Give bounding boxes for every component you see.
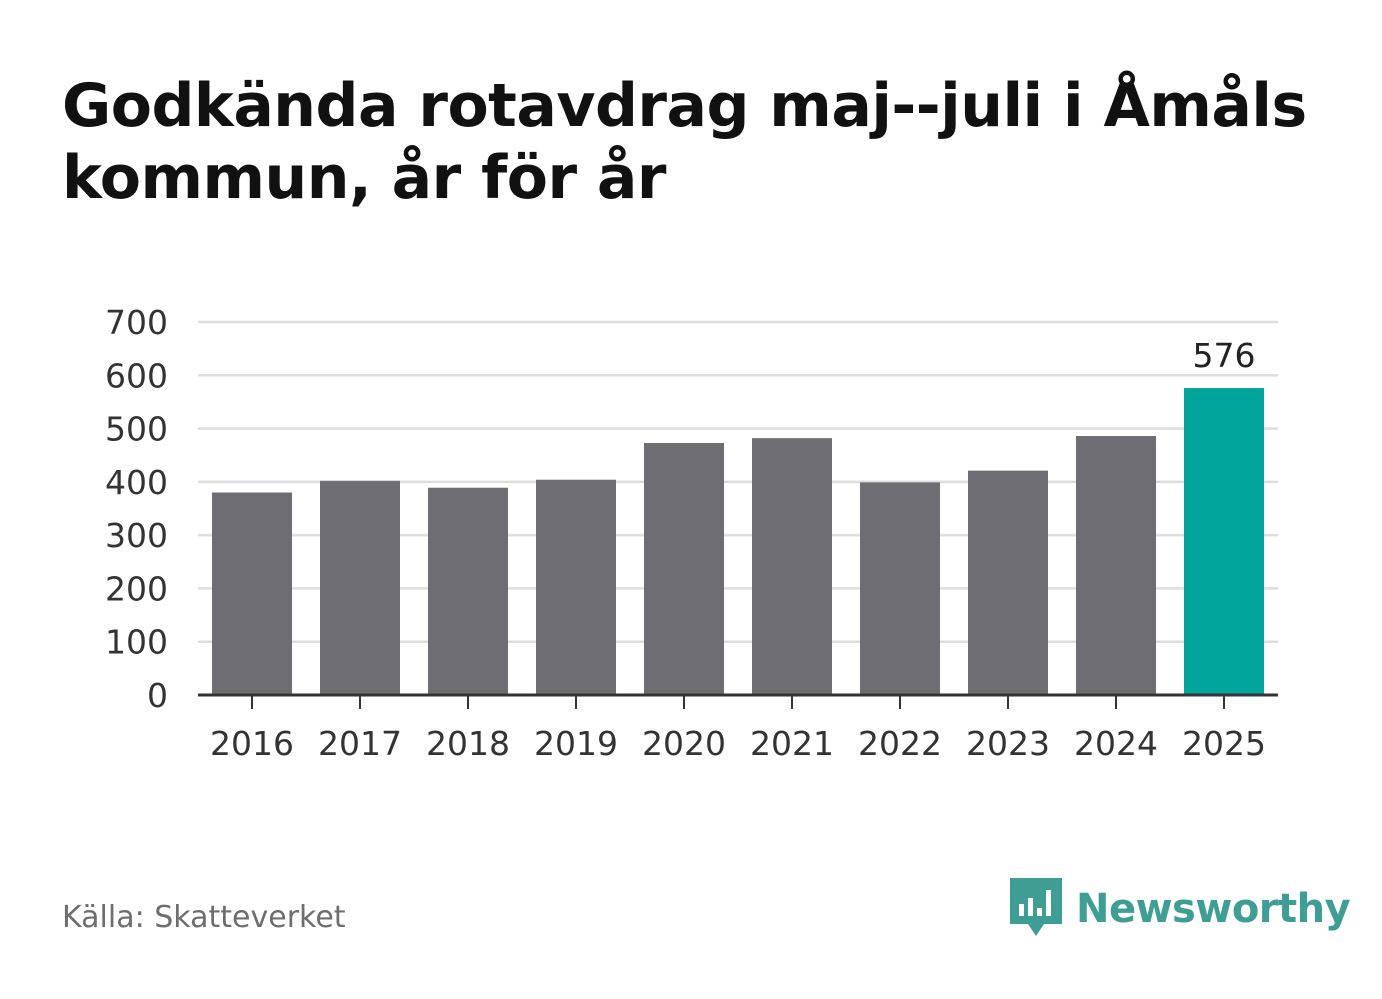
y-tick-label: 400	[105, 463, 168, 502]
bar-2020	[644, 442, 724, 695]
brand-name: Newsworthy	[1076, 886, 1351, 932]
y-tick-label: 600	[105, 356, 168, 395]
x-tick-label: 2021	[750, 724, 834, 763]
x-tick-label: 2022	[858, 724, 942, 763]
bar-2017	[320, 480, 400, 695]
bar-2019	[536, 479, 616, 695]
bar-2023	[968, 470, 1048, 695]
x-tick-label: 2025	[1182, 724, 1266, 763]
y-tick-label: 300	[105, 516, 168, 555]
y-tick-label: 700	[105, 303, 168, 342]
x-tick-label: 2016	[210, 724, 294, 763]
bars	[212, 388, 1264, 695]
data-labels: 576	[1193, 336, 1256, 375]
source-note: Källa: Skatteverket	[62, 900, 346, 935]
bar-2024	[1076, 436, 1156, 695]
x-tick-label: 2019	[534, 724, 618, 763]
bar-2025	[1184, 388, 1264, 695]
x-tick-label: 2023	[966, 724, 1050, 763]
x-axis: 2016 2017 2018 2019 2020 2021 2022 2023 2024 2025	[198, 693, 1278, 763]
bar-chart-speech-bubble-icon	[1010, 878, 1062, 936]
bar-2016	[212, 492, 292, 695]
bar-2022	[860, 482, 940, 695]
bar-2021	[752, 438, 832, 695]
y-axis-ticks: 0 100 200 300 400 500 600 700	[105, 303, 168, 715]
y-tick-label: 500	[105, 410, 168, 449]
brand-logo: Newsworthy	[1010, 878, 1351, 940]
chart-title: Godkända rotavdrag maj--juli i Åmåls kom…	[62, 71, 1307, 213]
x-tick-label: 2017	[318, 724, 402, 763]
y-tick-label: 0	[147, 676, 168, 715]
bar-2018	[428, 487, 508, 695]
x-tick-label: 2020	[642, 724, 726, 763]
x-tick-label: 2018	[426, 724, 510, 763]
y-tick-label: 100	[105, 623, 168, 662]
y-tick-label: 200	[105, 569, 168, 608]
data-label: 576	[1193, 336, 1256, 375]
x-tick-label: 2024	[1074, 724, 1158, 763]
